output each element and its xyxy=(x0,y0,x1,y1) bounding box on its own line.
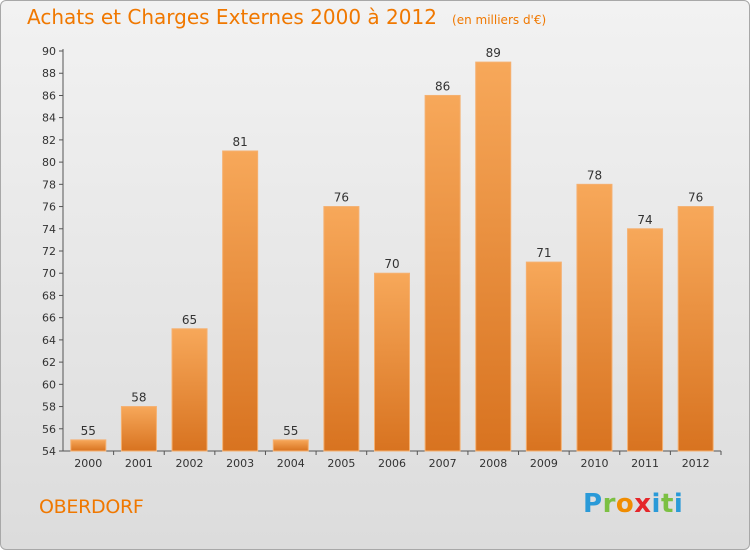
x-tick-label: 2001 xyxy=(125,457,153,470)
y-tick-label: 78 xyxy=(42,178,56,191)
chart-title-unit: (en milliers d'€) xyxy=(452,13,547,27)
bar-value-label: 55 xyxy=(81,424,96,438)
y-tick-label: 86 xyxy=(42,89,56,102)
y-tick-label: 66 xyxy=(42,312,56,325)
x-tick-label: 2003 xyxy=(226,457,254,470)
x-tick-label: 2012 xyxy=(682,457,710,470)
chart-axes: 54 56 58 60 62 64 66 68 70 72 74 76 78 80 82 84 86 88 90 20… xyxy=(42,45,722,470)
y-tick-label: 54 xyxy=(42,445,56,458)
bar xyxy=(677,206,714,452)
bar xyxy=(323,206,360,452)
y-tick-label: 64 xyxy=(42,334,56,347)
bar xyxy=(424,94,461,452)
bar-value-label: 55 xyxy=(283,424,298,438)
bar-value-label: 76 xyxy=(334,191,349,205)
bar-value-label: 89 xyxy=(486,46,501,60)
x-tick-label: 2008 xyxy=(479,457,507,470)
x-tick-label: 2010 xyxy=(580,457,608,470)
y-tick-label: 82 xyxy=(42,134,56,147)
logo-letter: x xyxy=(634,489,652,519)
proxiti-logo[interactable]: Proxiti xyxy=(583,489,683,519)
bar xyxy=(627,228,664,452)
bar-value-label: 70 xyxy=(384,257,399,271)
y-tick-label: 76 xyxy=(42,201,56,214)
y-tick-label: 60 xyxy=(42,378,56,391)
x-tick-label: 2004 xyxy=(277,457,305,470)
x-tick-label: 2002 xyxy=(176,457,204,470)
logo-letter: r xyxy=(602,489,616,519)
logo-letter: t xyxy=(660,489,674,519)
y-tick-label: 62 xyxy=(42,356,56,369)
y-tick-label: 88 xyxy=(42,67,56,80)
logo-letter: o xyxy=(615,489,635,519)
bar xyxy=(576,183,613,452)
y-tick-label: 68 xyxy=(42,289,56,302)
bar xyxy=(171,328,208,452)
logo-letter: i xyxy=(651,489,661,519)
x-tick-label: 2005 xyxy=(327,457,355,470)
bar-value-label: 74 xyxy=(637,213,652,227)
bar-value-label: 71 xyxy=(536,246,551,260)
bar xyxy=(70,439,107,452)
x-tick-label: 2009 xyxy=(530,457,558,470)
y-tick-label: 70 xyxy=(42,267,56,280)
chart-title: Achats et Charges Externes 2000 à 2012 (… xyxy=(27,5,546,29)
bar xyxy=(525,261,562,452)
y-tick-label: 58 xyxy=(42,401,56,414)
y-tick-label: 56 xyxy=(42,423,56,436)
bar-value-label: 58 xyxy=(131,391,146,405)
bar xyxy=(374,272,410,452)
bar xyxy=(272,439,309,452)
bar-value-label: 76 xyxy=(688,191,703,205)
y-tick-label: 90 xyxy=(42,45,56,58)
y-tick-label: 72 xyxy=(42,245,56,258)
y-tick-label: 80 xyxy=(42,156,56,169)
logo-letter: i xyxy=(673,489,684,519)
logo-letter: P xyxy=(583,489,603,519)
y-tick-label: 74 xyxy=(42,223,56,236)
chart-bars: 55 58 65 81 55 76 70 86 89 71 78 74 76 xyxy=(70,46,714,452)
chart-title-main: Achats et Charges Externes 2000 à 2012 xyxy=(27,5,437,29)
x-tick-label: 2006 xyxy=(378,457,406,470)
bar xyxy=(222,150,259,452)
bar-value-label: 78 xyxy=(587,168,602,182)
x-tick-label: 2007 xyxy=(429,457,457,470)
x-tick-label: 2011 xyxy=(631,457,659,470)
x-tick-label: 2000 xyxy=(74,457,102,470)
bar-value-label: 86 xyxy=(435,79,450,93)
bar-value-label: 81 xyxy=(233,135,248,149)
commune-name: OBERDORF xyxy=(39,496,144,518)
y-tick-label: 84 xyxy=(42,112,56,125)
bar xyxy=(475,61,512,452)
bar xyxy=(120,406,157,452)
bar-value-label: 65 xyxy=(182,313,197,327)
